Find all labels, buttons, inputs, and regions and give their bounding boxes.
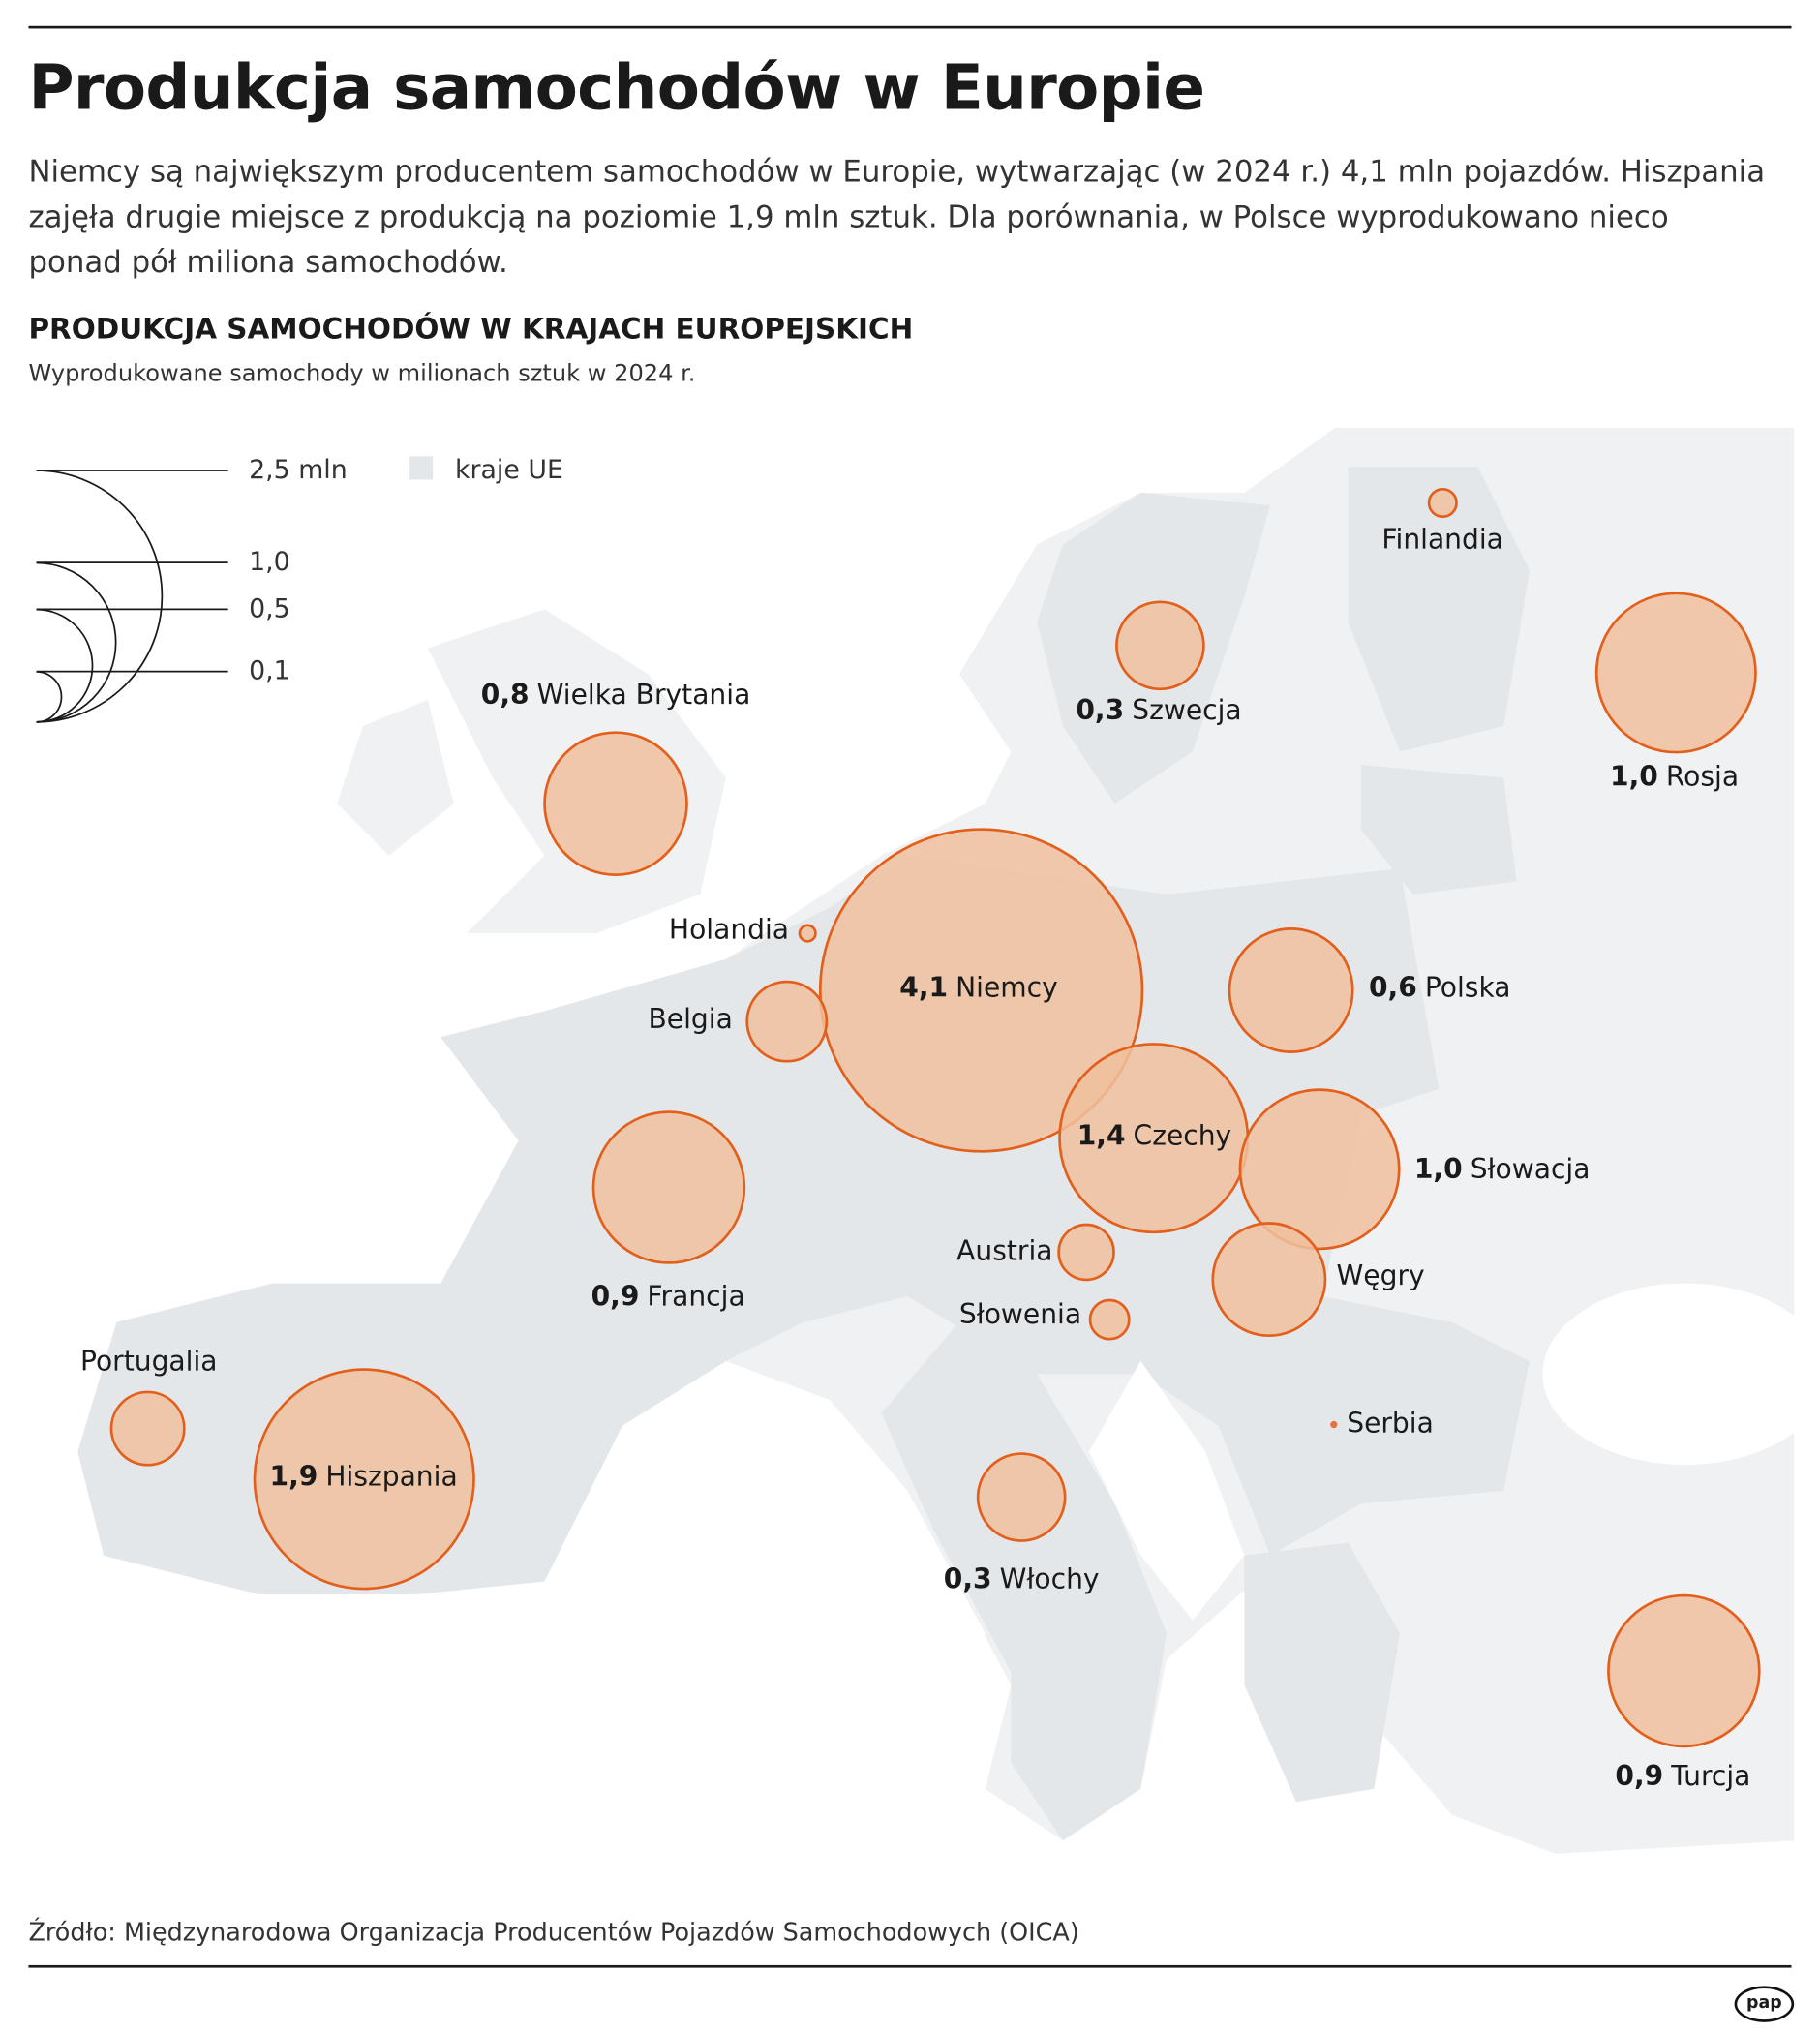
bubble-słowacja <box>1238 1088 1401 1251</box>
europe-map <box>36 427 1820 1854</box>
label-wlochy: 0,3 Włochy <box>943 1563 1100 1594</box>
label-hiszpania: 1,9 Hiszpania <box>269 1461 458 1493</box>
bubble-słowenia <box>1088 1298 1131 1341</box>
bubbles <box>109 487 1761 1748</box>
label-slowacja: 1,0 Słowacja <box>1413 1153 1591 1185</box>
chart-subtitle: Wyprodukowane samochody w milionach sztu… <box>28 360 696 388</box>
bottom-rule <box>28 1964 1792 1968</box>
legend-arc-2 <box>36 608 94 723</box>
page-title: Produkcja samochodów w Europie <box>28 51 1205 125</box>
bubble-belgia <box>745 980 829 1063</box>
bubble-serbia <box>1330 1420 1338 1429</box>
label-holandia: Holandia <box>668 913 790 946</box>
label-rosja: 1,0 Rosja <box>1610 760 1740 793</box>
bubble-węgry <box>1211 1222 1327 1338</box>
pap-logo: pap <box>1734 1986 1795 2022</box>
bubble-austria <box>1057 1223 1115 1282</box>
sea <box>622 1283 1820 1764</box>
legend-arc-0 <box>36 470 164 723</box>
legend-arc-1 <box>36 561 117 723</box>
bubble-portugalia <box>109 1390 186 1467</box>
label-austria: Austria <box>956 1235 1053 1267</box>
label-wegry: Węgry <box>1336 1259 1425 1291</box>
top-rule <box>28 25 1792 29</box>
bubble-francja <box>592 1110 746 1264</box>
label-finlandia: Finlandia <box>1381 523 1503 556</box>
legend-label-0-5: 0,5 <box>249 592 290 624</box>
chart-title: PRODUKCJA SAMOCHODÓW W KRAJACH EUROPEJSK… <box>28 314 914 347</box>
bubble-polska <box>1228 927 1354 1053</box>
size-legend <box>36 456 434 723</box>
bubble-holandia <box>798 924 817 943</box>
label-niemcy: 4,1 Niemcy <box>899 972 1058 1004</box>
lead-text: Niemcy są największym producentem samoch… <box>28 155 1766 281</box>
bubble-finlandia <box>1427 487 1458 519</box>
legend-label-2-5: 2,5 mln <box>249 453 348 485</box>
source-note: Źródło: Międzynarodowa Organizacja Produ… <box>28 1918 1079 1948</box>
legend-label-1-0: 1,0 <box>249 545 290 577</box>
bubble-turcja <box>1607 1593 1761 1748</box>
legend-arc-3 <box>36 670 63 723</box>
label-serbia: Serbia <box>1347 1408 1434 1440</box>
bubble-hiszpania <box>253 1368 475 1591</box>
bubble-niemcy <box>818 828 1144 1153</box>
label-portugalia: Portugalia <box>80 1345 218 1378</box>
label-czechy: 1,4 Czechy <box>1077 1119 1232 1152</box>
label-szwecja: 0,3 Szwecja <box>1076 694 1242 726</box>
bubble-włochy <box>976 1452 1067 1542</box>
bubble-szwecja <box>1115 600 1205 691</box>
legend-label-0-1: 0,1 <box>249 654 290 686</box>
label-polska: 0,6 Polska <box>1368 972 1511 1004</box>
bubble-rosja <box>1594 592 1757 754</box>
label-belgia: Belgia <box>648 1003 733 1035</box>
label-francja: 0,9 Francja <box>591 1280 745 1313</box>
label-wielka-brytania: 0,8 Wielka Brytania <box>480 679 751 711</box>
label-turcja: 0,9 Turcja <box>1615 1760 1751 1792</box>
bubble-wielka-brytania <box>543 731 688 876</box>
legend-eu-label: kraje UE <box>454 453 563 485</box>
label-slowenia: Słowenia <box>958 1298 1082 1330</box>
legend-eu-swatch <box>410 456 434 480</box>
